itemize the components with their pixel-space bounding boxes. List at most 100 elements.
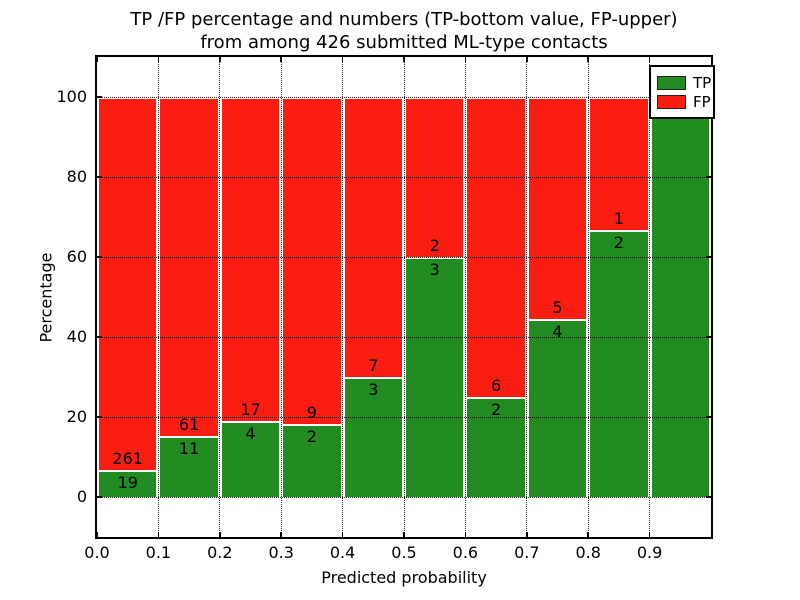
- gridline-vertical: [219, 57, 221, 537]
- y-tick-mark: [706, 416, 711, 418]
- bar-segment-tp: [97, 469, 159, 497]
- x-tick-label: 0.5: [391, 543, 417, 562]
- gridline-vertical: [649, 57, 651, 537]
- fp-count-label: 7: [368, 356, 379, 375]
- y-tick-label: 80: [66, 167, 87, 186]
- bar-segment-fp: [281, 97, 343, 425]
- y-tick-mark: [706, 256, 711, 258]
- x-tick-mark: [157, 532, 160, 537]
- x-tick-label: 0.4: [329, 543, 356, 562]
- bar-segment-fp: [97, 97, 159, 470]
- x-tick-label: 0.1: [145, 543, 172, 562]
- x-tick-label: 0.7: [514, 543, 540, 562]
- tp-count-label: 3: [429, 260, 440, 279]
- y-tick-mark: [706, 496, 711, 498]
- bar-segment-tp: [588, 230, 650, 497]
- gridline-vertical: [587, 57, 589, 537]
- tp-count-label: 2: [490, 400, 502, 419]
- bar-segment-tp: [158, 435, 220, 497]
- x-tick-mark: [403, 57, 405, 62]
- bar-segment-tp: [219, 420, 282, 497]
- x-tick-mark: [96, 57, 98, 62]
- x-tick-mark: [648, 57, 651, 62]
- legend-item-tp: TP: [657, 75, 711, 91]
- y-tick-label: 0: [76, 487, 87, 506]
- y-tick-mark: [97, 176, 102, 178]
- x-tick-mark: [587, 532, 589, 537]
- tp-count-label: 3: [368, 380, 379, 399]
- chart-title: TP /FP percentage and numbers (TP-bottom…: [97, 8, 711, 54]
- fp-count-label: 2: [429, 236, 440, 255]
- tp-count-label: 4: [552, 322, 563, 342]
- y-tick-label: 100: [56, 87, 87, 106]
- x-tick-mark: [648, 532, 651, 537]
- plot-area: TP FP 2611961111749273236254127: [95, 55, 715, 539]
- fp-count-label: 17: [240, 399, 261, 419]
- x-tick-mark: [464, 532, 467, 537]
- gridline-vertical: [464, 57, 466, 537]
- bar-segment-tp: [281, 424, 343, 497]
- tp-count-label: 11: [178, 438, 200, 458]
- gridline-vertical: [526, 57, 528, 537]
- x-tick-mark: [526, 57, 528, 62]
- gridline-vertical: [157, 57, 159, 537]
- y-tick-mark: [97, 96, 102, 98]
- bar-segment-tp: [465, 397, 527, 497]
- chart-title-line2: from among 426 submitted ML-type contact…: [200, 32, 608, 53]
- y-tick-mark: [706, 176, 711, 178]
- y-tick-mark: [97, 416, 102, 418]
- tp-count-label: 2: [613, 233, 624, 253]
- bar-segment-tp: [342, 377, 404, 497]
- bar-segment-fp: [465, 97, 527, 397]
- x-tick-mark: [403, 532, 405, 537]
- legend-label-tp: TP: [693, 74, 712, 92]
- y-tick-mark: [97, 256, 102, 258]
- bar-segment-fp: [219, 97, 282, 421]
- bar-segment-fp: [526, 97, 589, 320]
- x-tick-label: 0.2: [207, 543, 233, 562]
- gridline-vertical: [280, 57, 282, 537]
- bar-segment-fp: [342, 97, 404, 377]
- chart-title-line1: TP /FP percentage and numbers (TP-bottom…: [130, 9, 678, 30]
- bar-segment-fp: [588, 97, 650, 231]
- x-tick-mark: [587, 57, 589, 62]
- fp-count-label: 9: [306, 403, 317, 423]
- legend-swatch-tp: [657, 76, 686, 90]
- tp-count-label: 2: [306, 427, 317, 447]
- x-tick-mark: [526, 532, 528, 537]
- bar-segment-tp: [404, 257, 466, 497]
- y-tick-label: 40: [66, 327, 87, 346]
- gridline-vertical: [342, 57, 344, 537]
- x-tick-mark: [280, 532, 282, 537]
- fp-count-label: 5: [552, 298, 563, 318]
- tp-count-label: 19: [117, 472, 138, 492]
- x-tick-mark: [96, 532, 98, 537]
- gridline-horizontal: [97, 336, 711, 338]
- x-tick-mark: [280, 57, 282, 62]
- y-tick-label: 20: [66, 407, 87, 426]
- fp-count-label: 1: [613, 209, 624, 229]
- x-tick-mark: [341, 532, 344, 537]
- gridline-vertical: [403, 57, 405, 537]
- x-tick-mark: [464, 57, 467, 62]
- x-tick-mark: [157, 57, 160, 62]
- legend: TP FP: [649, 65, 715, 119]
- x-tick-label: 0.3: [268, 543, 294, 562]
- y-tick-mark: [97, 496, 102, 498]
- gridline-horizontal: [97, 96, 711, 98]
- fp-count-label: 261: [112, 448, 143, 468]
- gridline-horizontal: [97, 256, 711, 258]
- x-tick-label: 0.6: [452, 543, 479, 562]
- y-tick-mark: [706, 336, 711, 338]
- x-axis-label: Predicted probability: [321, 568, 487, 587]
- bar-segment-tp: [526, 319, 589, 497]
- x-tick-mark: [219, 57, 221, 62]
- bar-segment-fp: [158, 97, 220, 436]
- x-tick-mark: [341, 57, 344, 62]
- tp-count-label: 4: [245, 423, 256, 443]
- legend-swatch-fp: [657, 95, 686, 109]
- fp-count-label: 61: [178, 414, 200, 434]
- x-tick-label: 0.9: [636, 543, 663, 562]
- gridline-horizontal: [97, 416, 711, 418]
